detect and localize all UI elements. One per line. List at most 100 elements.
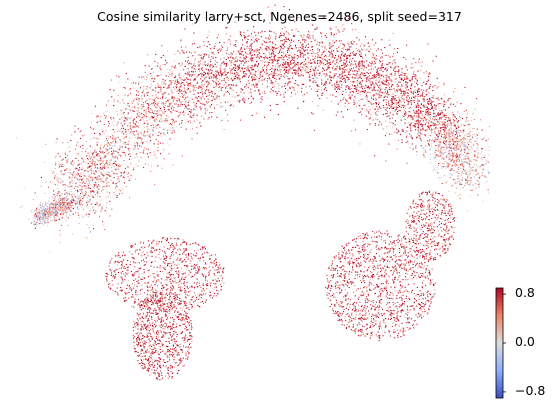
point-arc-top (373, 103, 375, 105)
point-arc-left (135, 178, 137, 180)
point-arc-top (254, 86, 256, 88)
point-arc-right-end (448, 146, 450, 148)
point-arc-right-end (427, 119, 429, 121)
point-arc-top (436, 77, 438, 79)
point-arc-top (232, 79, 234, 81)
point-arc-top (354, 85, 356, 87)
point-arc-top (300, 69, 302, 71)
point-arc-left (115, 136, 117, 138)
point-arc-left (146, 125, 148, 127)
point-arc-top (251, 57, 253, 59)
point-arc-left (66, 161, 68, 163)
point-arc-left (60, 182, 62, 184)
point-arc-left (193, 113, 195, 115)
point-arc-left (130, 163, 132, 165)
point-arc-top (186, 96, 188, 98)
point-arc-left (179, 111, 181, 113)
point-arc-left (163, 158, 165, 160)
point-arc-top (403, 92, 405, 94)
point-arc-left (90, 138, 92, 140)
point-arc-top (190, 79, 192, 81)
point-arc-top (230, 78, 232, 80)
point-arc-top (213, 81, 215, 83)
point-arc-left (132, 169, 134, 171)
point-arc-left (103, 112, 105, 114)
point-arc-top (288, 82, 290, 84)
point-arc-left (75, 148, 77, 150)
point-arc-top (396, 112, 398, 114)
point-arc-left (101, 208, 103, 210)
point-arc-right-end (465, 139, 467, 141)
point-arc-top (437, 136, 439, 138)
point-arc-top (359, 63, 361, 65)
point-arc-left (103, 166, 105, 168)
point-arc-left (197, 63, 199, 65)
point-arc-right-end (462, 129, 464, 131)
point-arc-top (322, 46, 324, 48)
point-arc-right-end (450, 144, 452, 146)
point-arc-top (289, 81, 291, 83)
point-arc-top (326, 69, 328, 71)
point-arc-right-end (442, 133, 444, 135)
point-arc-top (383, 76, 385, 78)
point-arc-top (255, 38, 257, 40)
point-arc-top (354, 75, 356, 77)
point-left-tip (54, 205, 56, 207)
point-arc-left (82, 177, 84, 179)
point-arc-right-end (437, 150, 439, 152)
point-arc-top (324, 83, 326, 85)
point-arc-top (302, 45, 304, 47)
point-arc-top (322, 92, 324, 94)
point-arc-top (216, 95, 218, 97)
point-arc-right-end (441, 110, 443, 112)
point-arc-right-end (443, 152, 445, 154)
point-arc-top (266, 46, 268, 48)
point-arc-left (125, 117, 127, 119)
point-arc-top (393, 97, 395, 99)
point-arc-top (274, 67, 276, 69)
point-arc-top (191, 67, 193, 69)
point-arc-top (395, 109, 397, 111)
point-arc-left (107, 174, 109, 176)
point-arc-left (122, 125, 124, 127)
point-arc-top (328, 58, 330, 60)
point-arc-top (168, 84, 170, 86)
point-arc-top (223, 84, 225, 86)
point-arc-top (337, 92, 339, 94)
point-arc-left (169, 123, 171, 125)
point-arc-top (290, 41, 292, 43)
point-arc-right-end (482, 200, 484, 202)
point-arc-top (197, 100, 199, 102)
point-arc-top (413, 111, 415, 113)
point-arc-left (172, 109, 174, 111)
point-arc-top (240, 53, 242, 55)
point-arc-left (152, 95, 154, 97)
point-arc-top (452, 144, 454, 146)
point-left-tip (46, 202, 48, 204)
point-arc-left (89, 156, 91, 158)
point-arc-right-end (456, 158, 458, 160)
point-arc-top (373, 76, 375, 78)
point-arc-left (113, 89, 115, 91)
point-arc-left (89, 200, 91, 202)
point-arc-left (77, 189, 79, 191)
point-arc-top (241, 89, 243, 91)
point-arc-left (134, 145, 136, 147)
point-arc-top (319, 63, 321, 65)
point-left-tip (62, 207, 64, 209)
point-arc-left (86, 200, 88, 202)
point-arc-top (254, 54, 256, 56)
point-arc-top (277, 83, 279, 85)
point-arc-top (250, 51, 252, 53)
point-arc-top (298, 84, 300, 86)
point-arc-left (76, 173, 78, 175)
point-arc-top (274, 57, 276, 59)
point-arc-top (241, 76, 243, 78)
point-arc-left (99, 168, 101, 170)
point-arc-right-end (446, 125, 448, 127)
point-arc-left (103, 174, 105, 176)
point-arc-top (312, 68, 314, 70)
point-arc-top (263, 116, 265, 118)
point-arc-left (148, 65, 150, 67)
point-arc-top (430, 100, 432, 102)
